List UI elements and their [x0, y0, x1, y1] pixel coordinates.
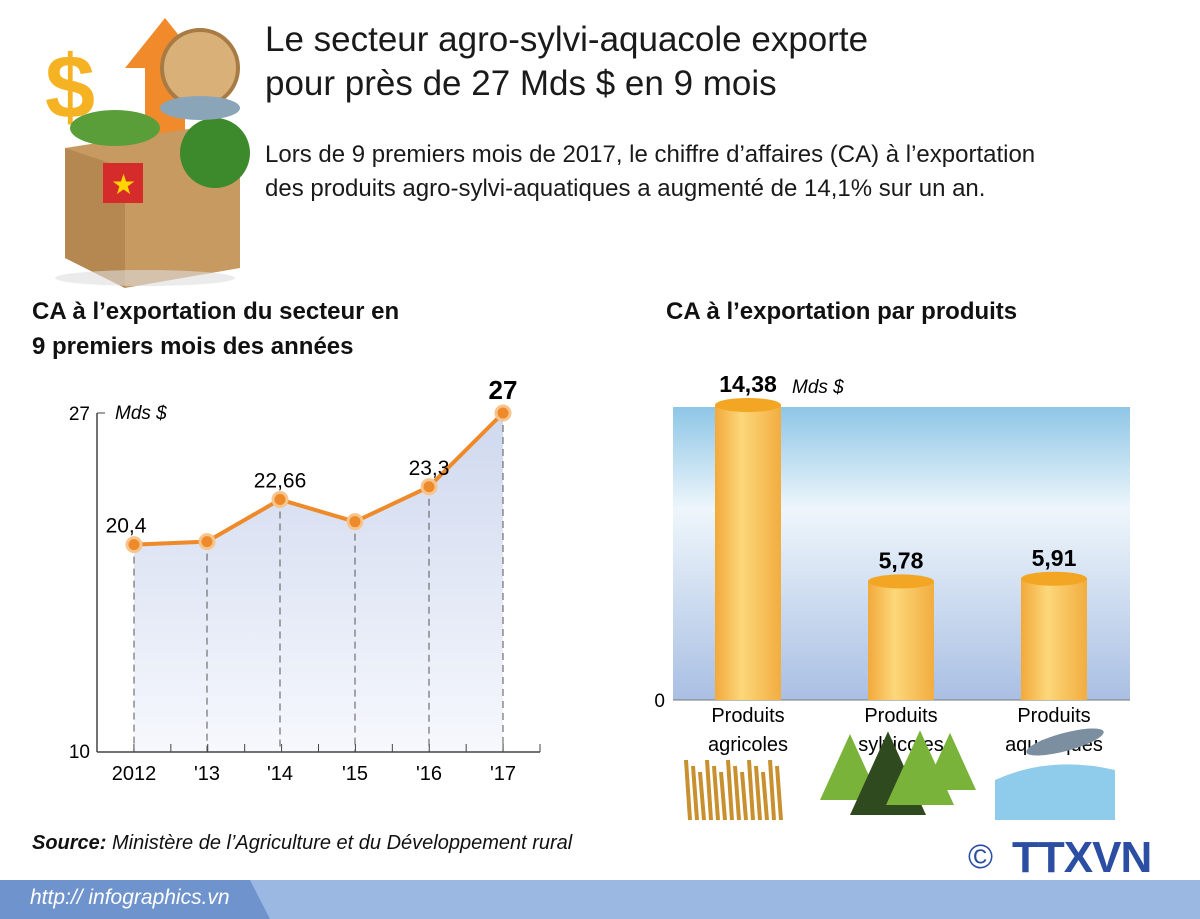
wheat-icon [747, 759, 755, 821]
wheat-icon [733, 765, 741, 821]
data-label: 5,91 [1032, 545, 1077, 571]
page-title: Le secteur agro-sylvi-aquacole exporte p… [265, 18, 868, 106]
x-tick-label: '14 [267, 763, 293, 785]
x-tick-label: 2012 [112, 763, 157, 785]
bar-top [715, 398, 781, 412]
data-point [420, 478, 438, 496]
y-tick-label: 0 [654, 691, 665, 712]
data-point [125, 536, 143, 554]
bar-top [868, 574, 934, 589]
category-label: Produits [1017, 705, 1090, 727]
data-label: 5,78 [879, 547, 924, 573]
x-tick-label: '13 [194, 763, 220, 785]
unit-label: Mds $ [115, 403, 167, 424]
source-label: Source: [32, 832, 107, 854]
tree-icon [924, 732, 976, 790]
x-tick-label: '17 [490, 763, 516, 785]
wheat-icon [726, 759, 734, 821]
lead-line: Lors de 9 premiers mois de 2017, le chif… [265, 141, 1036, 168]
y-tick-label: 10 [69, 742, 90, 763]
source-note: Source: Ministère de l’Agriculture et du… [32, 832, 572, 855]
wheat-icon [754, 765, 762, 821]
x-tick-label: '16 [416, 763, 442, 785]
wheat-icon [684, 759, 692, 821]
area-fill [134, 413, 503, 752]
ttxvn-logo: TTXVN [1012, 833, 1152, 882]
series-line [133, 411, 505, 547]
copyright-icon: © [968, 838, 994, 876]
data-point [198, 533, 216, 551]
source-text: Ministère de l’Agriculture et du Dévelop… [106, 832, 573, 854]
export-box-illustration: $ ★ [45, 18, 250, 288]
bar [715, 405, 781, 700]
data-label: 22,66 [254, 470, 307, 493]
x-tick-label: '15 [342, 763, 368, 785]
wheat-icon [698, 771, 706, 821]
bar-chart: 0 14,38 Produits agricoles 5,78 Produits sylvi… [654, 371, 1130, 821]
data-point [346, 513, 364, 531]
lead-text: Lors de 9 premiers mois de 2017, le chif… [265, 138, 1035, 206]
wheat-icon [775, 765, 783, 821]
lead-line: des produits agro-sylvi-aquatiques a aug… [265, 175, 986, 202]
category-label: agricoles [708, 734, 788, 756]
line-chart-title: CA à l’exportation du secteur en 9 premi… [32, 294, 399, 364]
bar [868, 581, 934, 700]
data-point [494, 404, 512, 422]
category-label: Produits [864, 705, 937, 727]
title-line: Le secteur agro-sylvi-aquacole exporte [265, 20, 869, 59]
wheat-icon [691, 765, 699, 821]
line-chart-title-line: CA à l’exportation du secteur en [32, 298, 400, 325]
fish-icon [1026, 728, 1104, 756]
water-icon [995, 764, 1115, 820]
wheat-icon [712, 765, 720, 821]
line-chart-title-line: 9 premiers mois des années [32, 333, 354, 360]
category-label: sylvicoles [858, 734, 944, 756]
wheat-icon [761, 771, 769, 821]
title-line: pour près de 27 Mds $ en 9 mois [265, 64, 777, 103]
footer-tab [0, 880, 270, 919]
wheat-icon [705, 759, 713, 821]
bar-chart-title: CA à l’exportation par produits [666, 298, 1018, 325]
data-label: 14,38 [719, 371, 777, 397]
unit-label: Mds $ [792, 377, 844, 398]
y-tick-label: 27 [69, 404, 90, 425]
svg-text:★: ★ [111, 169, 136, 200]
data-label: 23,3 [409, 457, 450, 480]
wheat-icon [719, 771, 727, 821]
bar [1021, 578, 1087, 700]
category-label: Produits [711, 705, 784, 727]
wheat-icon [768, 759, 776, 821]
data-label: 20,4 [106, 515, 147, 538]
wheat-icon [740, 771, 748, 821]
bar-top [1021, 571, 1087, 586]
data-point [271, 491, 289, 509]
line-chart: 10 27 Mds $ 2012 20,4 '13 '14 22,66 '15 '16 23,3 '1… [69, 375, 541, 785]
data-label: 27 [489, 375, 518, 405]
website-link[interactable]: http:// infographics.vn [30, 886, 230, 909]
